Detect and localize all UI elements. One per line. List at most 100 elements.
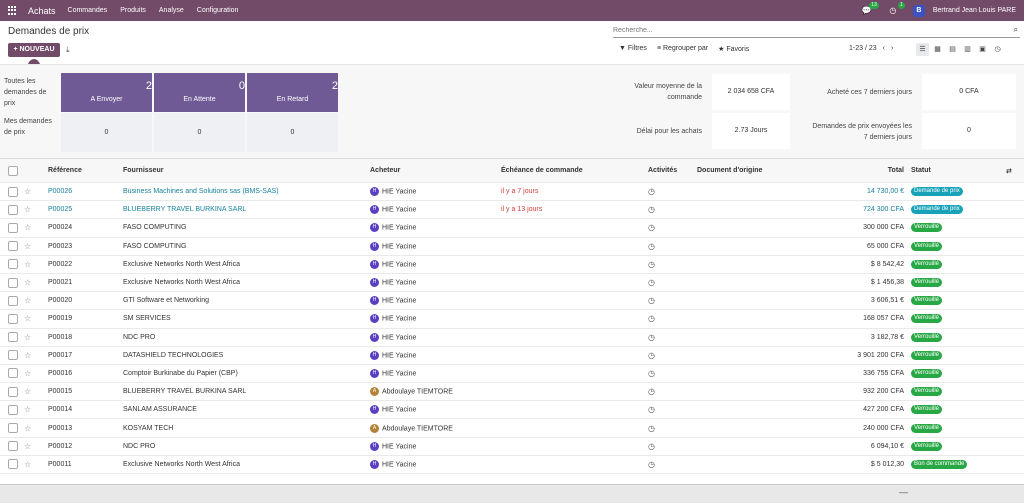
pager-value[interactable]: 1-23 / 23 [849,45,877,52]
row-supplier[interactable]: Business Machines and Solutions sas (BMS… [123,182,370,202]
calendar-view-icon[interactable]: ▣ [979,46,986,53]
table-row[interactable]: ☆ P00024 FASO COMPUTING H HIE Yacine ◷ 300 000… [0,218,1024,238]
row-reference[interactable]: P00017 [48,346,123,365]
avatar[interactable]: B [912,4,925,17]
activity-clock-icon[interactable]: ◷ [648,259,655,269]
header-origin[interactable]: Document d'origine [697,158,814,183]
row-supplier[interactable]: SM SERVICES [123,309,370,329]
table-row[interactable]: ☆ P00022 Exclusive Networks North West Afr… [0,255,1024,274]
star-icon[interactable]: ☆ [24,187,32,197]
tile-late[interactable]: 2 En Retard [247,73,338,112]
row-checkbox[interactable] [8,295,18,306]
activity-clock-icon[interactable]: ◷ [648,296,655,306]
star-icon[interactable]: ☆ [24,278,32,288]
activity-clock-icon[interactable]: ◷ [648,187,655,197]
menu-produits[interactable]: Produits [120,7,146,14]
star-icon[interactable]: ☆ [24,405,32,415]
row-supplier[interactable]: BLUEBERRY TRAVEL BURKINA SARL [123,382,370,402]
header-activities[interactable]: Activités [648,158,697,183]
table-row[interactable]: ☆ P00017 DATASHIELD TECHNOLOGIES H HIE Yacin… [0,346,1024,365]
graph-view-icon[interactable]: ▥ [964,46,971,53]
row-reference[interactable]: P00011 [48,455,123,475]
header-status[interactable]: Statut [908,158,1006,183]
apps-grid-icon[interactable] [8,5,18,16]
row-reference[interactable]: P00014 [48,400,123,420]
star-icon[interactable]: ☆ [24,223,32,233]
table-row[interactable]: ☆ P00023 FASO COMPUTING H HIE Yacine ◷ 65 000 … [0,237,1024,256]
kanban-view-icon[interactable]: ▦ [934,46,941,53]
row-reference[interactable]: P00016 [48,364,123,384]
row-supplier[interactable]: FASO COMPUTING [123,237,370,256]
select-all-checkbox[interactable] [8,165,18,176]
activity-clock-icon[interactable]: ◷ [648,223,655,233]
row-reference[interactable]: P00026 [48,182,123,202]
table-row[interactable]: ☆ P00015 BLUEBERRY TRAVEL BURKINA SARL A Abd… [0,382,1024,402]
table-row[interactable]: ☆ P00016 Comptoir Burkinabe du Papier (CBP… [0,364,1024,384]
activity-view-icon[interactable]: ◷ [994,46,1001,53]
star-icon[interactable]: ☆ [24,241,32,251]
row-reference[interactable]: P00023 [48,237,123,256]
download-icon[interactable]: ⤓ [66,45,70,54]
row-supplier[interactable]: Exclusive Networks North West Africa [123,455,370,475]
search-icon[interactable]: ⌕ [1013,25,1018,34]
row-supplier[interactable]: FASO COMPUTING [123,218,370,238]
menu-commandes[interactable]: Commandes [67,7,108,14]
tile-waiting[interactable]: 0 En Attente [154,73,245,112]
row-checkbox[interactable] [8,313,18,324]
row-checkbox[interactable] [8,277,18,288]
row-reference[interactable]: P00024 [48,218,123,238]
chat-icon[interactable]: 💬 13 [861,1,879,15]
star-icon[interactable]: ☆ [24,314,32,324]
row-checkbox[interactable] [8,222,18,233]
star-icon[interactable]: ☆ [24,368,32,378]
star-icon[interactable]: ☆ [24,259,32,269]
header-buyer[interactable]: Acheteur [370,158,501,183]
star-icon[interactable]: ☆ [24,332,32,342]
activity-clock-icon[interactable]: ◷ [648,459,655,469]
my-late[interactable]: 0 [247,113,338,152]
activity-clock-icon[interactable]: ◷ [648,332,655,342]
row-supplier[interactable]: Comptoir Burkinabe du Papier (CBP) [123,364,370,384]
star-icon[interactable]: ☆ [24,441,32,451]
tile-to-send[interactable]: 2 A Envoyer [61,73,152,112]
header-total[interactable]: Total [814,158,908,183]
row-checkbox[interactable] [8,186,18,197]
row-checkbox[interactable] [8,386,18,397]
row-reference[interactable]: P00012 [48,437,123,456]
activity-clock-icon[interactable]: ◷ [648,278,655,288]
row-supplier[interactable]: Exclusive Networks North West Africa [123,273,370,293]
row-checkbox[interactable] [8,332,18,343]
table-row[interactable]: ☆ P00013 KOSYAM TECH A Abdoulaye TIEMTORE ◷ 24… [0,418,1024,438]
row-supplier[interactable]: KOSYAM TECH [123,418,370,438]
row-reference[interactable]: P00018 [48,328,123,347]
row-checkbox[interactable] [8,259,18,270]
table-row[interactable]: ☆ P00019 SM SERVICES H HIE Yacine ◷ 168 057 CF… [0,309,1024,329]
table-row[interactable]: ☆ P00020 GTI Software et Networking H HIE Ya… [0,291,1024,311]
table-row[interactable]: ☆ P00021 Exclusive Networks North West Afr… [0,273,1024,293]
row-checkbox[interactable] [8,241,18,252]
row-reference[interactable]: P00015 [48,382,123,402]
table-row[interactable]: ☆ P00025 BLUEBERRY TRAVEL BURKINA SARL H HIE… [0,200,1024,220]
row-reference[interactable]: P00025 [48,200,123,220]
row-reference[interactable]: P00020 [48,291,123,311]
activity-clock-icon[interactable]: ◷ [648,368,655,378]
header-supplier[interactable]: Fournisseur [123,158,370,183]
row-checkbox[interactable] [8,204,18,215]
app-name[interactable]: Achats [28,5,56,16]
menu-configuration[interactable]: Configuration [196,7,239,14]
favorites-button[interactable]: ★ Favoris [718,45,749,53]
star-icon[interactable]: ☆ [24,296,32,306]
row-supplier[interactable]: NDC PRO [123,437,370,456]
my-to-send[interactable]: 0 [61,113,152,152]
group-by-button[interactable]: ≡ Regrouper par [657,45,708,53]
activity-clock-icon[interactable]: ◷ [648,423,655,433]
row-checkbox[interactable] [8,404,18,415]
clock-icon[interactable]: ◷ 1 [889,1,905,15]
new-button[interactable]: + NOUVEAU [8,43,60,57]
user-name[interactable]: Bertrand Jean Louis PARE [932,7,1016,14]
activity-clock-icon[interactable]: ◷ [648,241,655,251]
row-supplier[interactable]: Exclusive Networks North West Africa [123,255,370,274]
activity-clock-icon[interactable]: ◷ [648,205,655,215]
row-reference[interactable]: P00013 [48,418,123,438]
row-reference[interactable]: P00022 [48,255,123,274]
